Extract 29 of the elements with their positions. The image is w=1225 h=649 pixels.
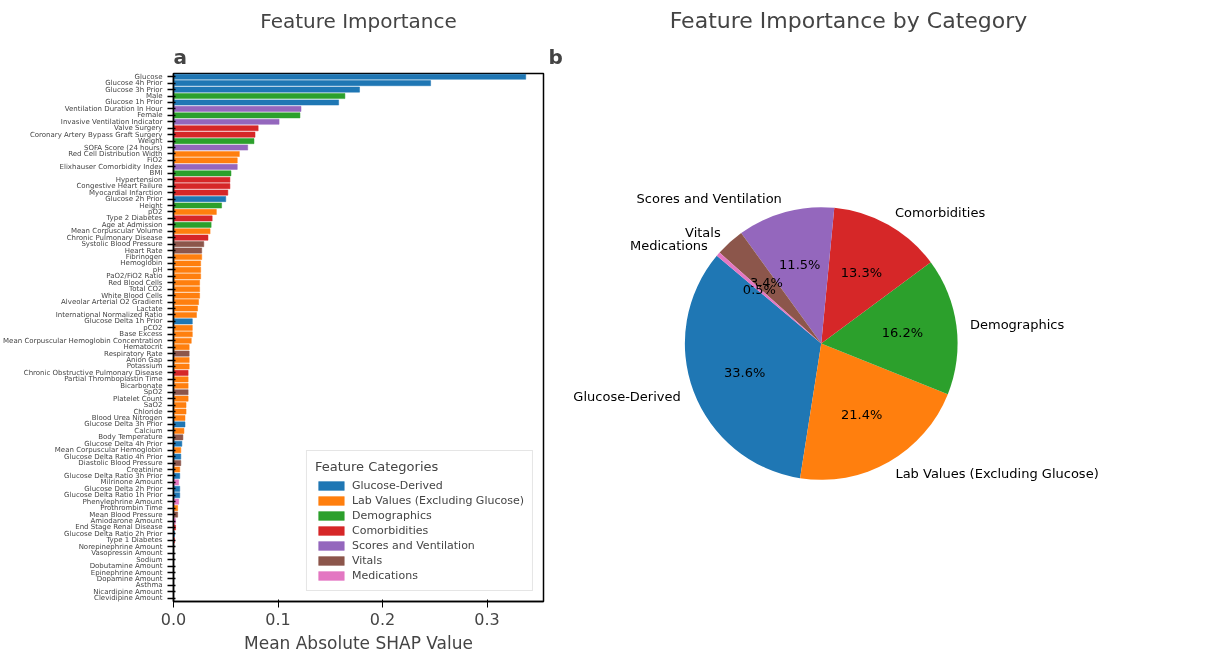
data-label: 21.4%	[841, 407, 883, 423]
slice-label: Vitals	[685, 224, 721, 240]
data-label: 13.3%	[840, 264, 883, 280]
legend-label: Demographics	[351, 509, 432, 522]
x-tick-label: 0.0	[160, 609, 187, 629]
x-tick-label: 0.1	[265, 609, 291, 629]
legend-label: Lab Values (Excluding Glucose)	[351, 494, 524, 507]
data-label: 16.2%	[881, 325, 924, 341]
data-label: 11.5%	[779, 257, 821, 273]
legend-label: Vitals	[351, 554, 383, 567]
chart-title: Feature Importance	[260, 8, 457, 33]
slice-label: Comorbidities	[895, 205, 986, 221]
legend-label: Comorbidities	[351, 524, 429, 537]
text: a	[173, 44, 187, 69]
legend-label: Scores and Ventilation	[351, 539, 475, 552]
slice-label: Glucose-Derived	[573, 388, 681, 404]
text: b	[548, 44, 563, 69]
data-label: 33.6%	[723, 364, 766, 380]
x-axis-title: Mean Absolute SHAP Value	[244, 632, 473, 649]
slice-label: Lab Values (Excluding Glucose)	[895, 466, 1099, 482]
legend-label: Glucose-Derived	[351, 479, 443, 492]
x-tick-label: 0.2	[369, 609, 396, 629]
slice-label: Scores and Ventilation	[636, 191, 782, 207]
slice-label: Demographics	[969, 316, 1065, 332]
slice-label: Medications	[629, 237, 709, 253]
legend-title: Feature Categories	[314, 459, 440, 474]
legend-label: Medications	[351, 569, 418, 582]
chart-title: Feature Importance by Category	[669, 7, 1028, 33]
x-tick-label: 0.3	[474, 609, 500, 629]
